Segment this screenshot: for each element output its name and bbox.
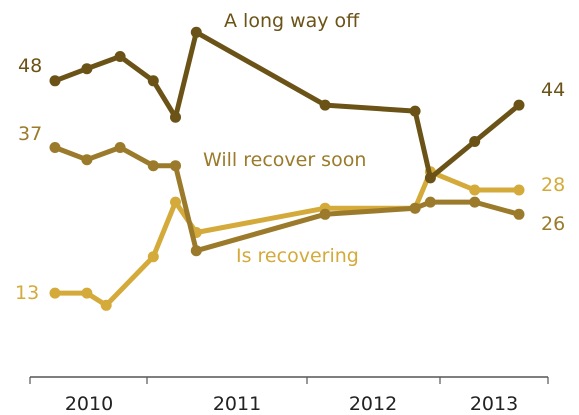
data-point-a-long-way-off [147, 75, 159, 87]
data-point-will-recover-soon [424, 196, 436, 208]
series-label-is-recovering: Is recovering [236, 245, 359, 267]
data-point-is-recovering [469, 184, 481, 196]
data-point-will-recover-soon [190, 245, 202, 257]
data-point-a-long-way-off [424, 172, 436, 184]
data-point-a-long-way-off [469, 136, 481, 147]
data-point-will-recover-soon [49, 142, 61, 153]
label-layer: 2010 2011 2012 2013 A long way off Will recov… [15, 10, 565, 415]
data-point-a-long-way-off [319, 99, 331, 111]
end-value-a-long-way-off: 44 [541, 79, 565, 101]
data-point-is-recovering [49, 287, 61, 299]
end-value-will-recover-soon: 26 [541, 213, 565, 235]
x-axis [29, 376, 549, 384]
data-point-will-recover-soon [469, 196, 481, 208]
start-value-a-long-way-off: 48 [18, 55, 42, 77]
data-point-a-long-way-off [190, 26, 202, 38]
data-point-a-long-way-off [409, 105, 421, 117]
data-point-a-long-way-off [170, 111, 181, 123]
data-point-a-long-way-off [513, 99, 525, 111]
x-tick-label: 2013 [470, 393, 518, 415]
data-point-is-recovering [170, 196, 181, 208]
end-value-is-recovering: 28 [541, 174, 565, 196]
data-point-a-long-way-off [114, 51, 126, 62]
x-tick-label: 2012 [349, 393, 397, 415]
data-point-is-recovering [100, 299, 112, 311]
data-point-a-long-way-off [81, 63, 93, 75]
data-point-is-recovering [513, 184, 525, 196]
x-tick-label: 2010 [65, 393, 113, 415]
data-point-will-recover-soon [409, 202, 421, 214]
series-line-is-recovering [52, 169, 522, 308]
start-value-will-recover-soon: 37 [18, 123, 42, 145]
data-point-will-recover-soon [513, 208, 525, 220]
start-value-is-recovering: 13 [15, 282, 39, 304]
data-point-will-recover-soon [319, 208, 331, 220]
data-point-will-recover-soon [81, 154, 93, 166]
series-label-will-recover-soon: Will recover soon [203, 149, 366, 171]
data-point-will-recover-soon [114, 142, 126, 153]
data-point-is-recovering [147, 251, 159, 263]
x-tick-label: 2011 [213, 393, 261, 415]
data-point-will-recover-soon [170, 160, 181, 172]
data-point-a-long-way-off [49, 75, 61, 87]
data-point-is-recovering [81, 287, 93, 299]
series-label-a-long-way-off: A long way off [224, 10, 360, 32]
data-point-will-recover-soon [147, 160, 159, 172]
series-layer [49, 26, 525, 311]
